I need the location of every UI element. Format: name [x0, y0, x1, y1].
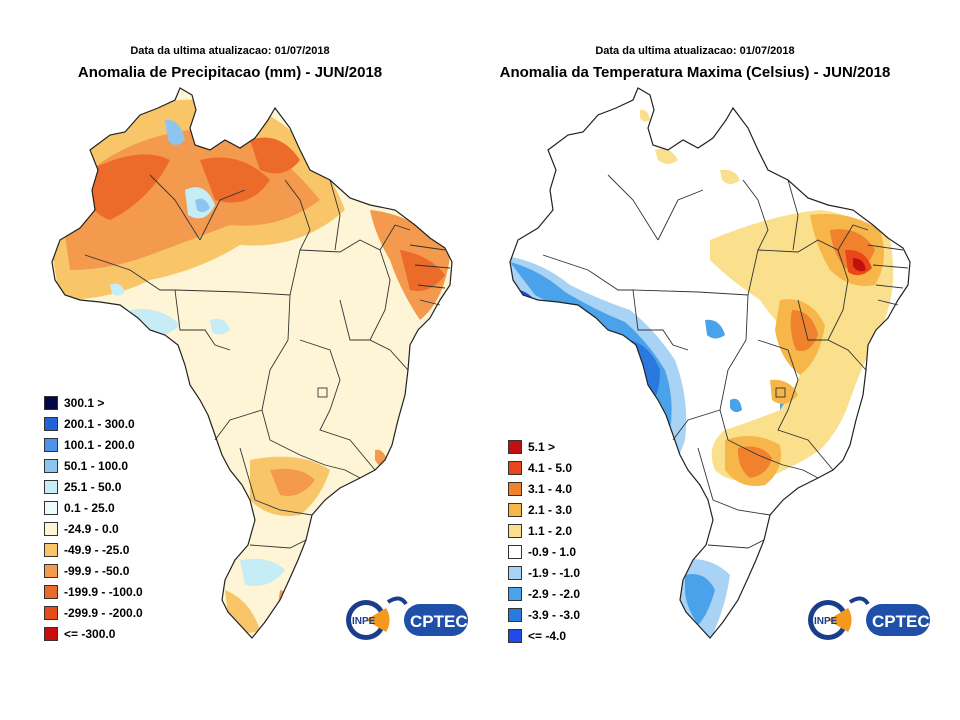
map-update-date: Data da ultima atualizacao: 01/07/2018 — [595, 45, 795, 57]
legend-swatch — [508, 586, 522, 601]
legend-item: -99.9 - -50.0 — [44, 560, 143, 581]
cptec-logo-text: CPTEC — [410, 612, 468, 631]
legend-swatch — [44, 521, 58, 536]
legend-label: -0.9 - 1.0 — [528, 544, 577, 559]
legend-label: -1.9 - -1.0 — [528, 565, 581, 580]
legend-swatch — [44, 437, 58, 452]
precipitation-map-panel: Data da ultima atualizacao: 01/07/2018 A… — [44, 45, 470, 655]
legend-label: 25.1 - 50.0 — [64, 479, 122, 494]
legend-swatch — [44, 605, 58, 620]
legend-label: 0.1 - 25.0 — [64, 500, 115, 515]
legend-swatch — [508, 628, 522, 643]
legend-item: -24.9 - 0.0 — [44, 518, 143, 539]
legend-label: 100.1 - 200.0 — [64, 437, 135, 452]
temperature-legend: 5.1 > 4.1 - 5.0 3.1 - 4.0 2.1 - 3.0 1.1 - 2.… — [508, 436, 580, 646]
legend-swatch — [508, 439, 522, 454]
legend-label: -49.9 - -25.0 — [64, 542, 130, 557]
legend-item: -199.9 - -100.0 — [44, 581, 143, 602]
legend-label: -24.9 - 0.0 — [64, 521, 119, 536]
legend-swatch — [508, 460, 522, 475]
legend-label: -2.9 - -2.0 — [528, 586, 581, 601]
legend-label: 50.1 - 100.0 — [64, 458, 129, 473]
legend-item: -299.9 - -200.0 — [44, 602, 143, 623]
legend-swatch — [508, 481, 522, 496]
legend-label: 4.1 - 5.0 — [528, 460, 573, 475]
legend-swatch — [44, 584, 58, 599]
inpe-logo-text: INPE — [352, 616, 376, 627]
legend-swatch — [508, 502, 522, 517]
map-title: Anomalia de Precipitacao (mm) - JUN/2018 — [77, 64, 383, 81]
legend-item: 25.1 - 50.0 — [44, 476, 143, 497]
map-title: Anomalia da Temperatura Maxima (Celsius)… — [499, 64, 891, 81]
legend-swatch — [44, 500, 58, 515]
legend-item: 300.1 > — [44, 392, 143, 413]
legend-label: -199.9 - -100.0 — [64, 584, 143, 599]
cptec-logo-text: CPTEC — [872, 612, 930, 631]
legend-swatch — [44, 416, 58, 431]
legend-swatch — [44, 479, 58, 494]
legend-swatch — [44, 542, 58, 557]
map-update-date: Data da ultima atualizacao: 01/07/2018 — [130, 45, 330, 57]
legend-item: -3.9 - -3.0 — [508, 604, 580, 625]
legend-item: 5.1 > — [508, 436, 580, 457]
legend-label: 5.1 > — [528, 439, 556, 454]
legend-item: -49.9 - -25.0 — [44, 539, 143, 560]
legend-swatch — [44, 626, 58, 641]
legend-item: <= -4.0 — [508, 625, 580, 646]
legend-item: 100.1 - 200.0 — [44, 434, 143, 455]
legend-swatch — [508, 607, 522, 622]
inpe-cptec-logo-icon: INPE CPTEC — [802, 590, 932, 655]
brazil-temperature-map — [509, 87, 911, 639]
legend-item: 3.1 - 4.0 — [508, 478, 580, 499]
brazil-precipitation-map — [51, 87, 453, 639]
temperature-map-panel: Data da ultima atualizacao: 01/07/2018 A… — [480, 0, 960, 720]
legend-item: 2.1 - 3.0 — [508, 499, 580, 520]
legend-item: 200.1 - 300.0 — [44, 413, 143, 434]
legend-item: 0.1 - 25.0 — [44, 497, 143, 518]
legend-item: 4.1 - 5.0 — [508, 457, 580, 478]
legend-swatch — [508, 565, 522, 580]
legend-item: 1.1 - 2.0 — [508, 520, 580, 541]
legend-label: -299.9 - -200.0 — [64, 605, 143, 620]
legend-swatch — [44, 458, 58, 473]
legend-label: -99.9 - -50.0 — [64, 563, 130, 578]
legend-label: -3.9 - -3.0 — [528, 607, 581, 622]
legend-label: 200.1 - 300.0 — [64, 416, 135, 431]
legend-label: <= -4.0 — [528, 628, 567, 643]
inpe-logo-text: INPE — [814, 616, 838, 627]
legend-label: <= -300.0 — [64, 626, 116, 641]
precipitation-legend: 300.1 > 200.1 - 300.0 100.1 - 200.0 50.1 - … — [44, 392, 143, 644]
legend-swatch — [508, 523, 522, 538]
legend-label: 300.1 > — [64, 395, 105, 410]
inpe-cptec-logo-icon: INPE CPTEC — [340, 590, 470, 655]
legend-label: 2.1 - 3.0 — [528, 502, 573, 517]
legend-item: -2.9 - -2.0 — [508, 583, 580, 604]
legend-label: 1.1 - 2.0 — [528, 523, 573, 538]
legend-item: -0.9 - 1.0 — [508, 541, 580, 562]
legend-item: 50.1 - 100.0 — [44, 455, 143, 476]
legend-swatch — [508, 544, 522, 559]
legend-label: 3.1 - 4.0 — [528, 481, 573, 496]
legend-item: <= -300.0 — [44, 623, 143, 644]
legend-swatch — [44, 563, 58, 578]
legend-swatch — [44, 395, 58, 410]
legend-item: -1.9 - -1.0 — [508, 562, 580, 583]
